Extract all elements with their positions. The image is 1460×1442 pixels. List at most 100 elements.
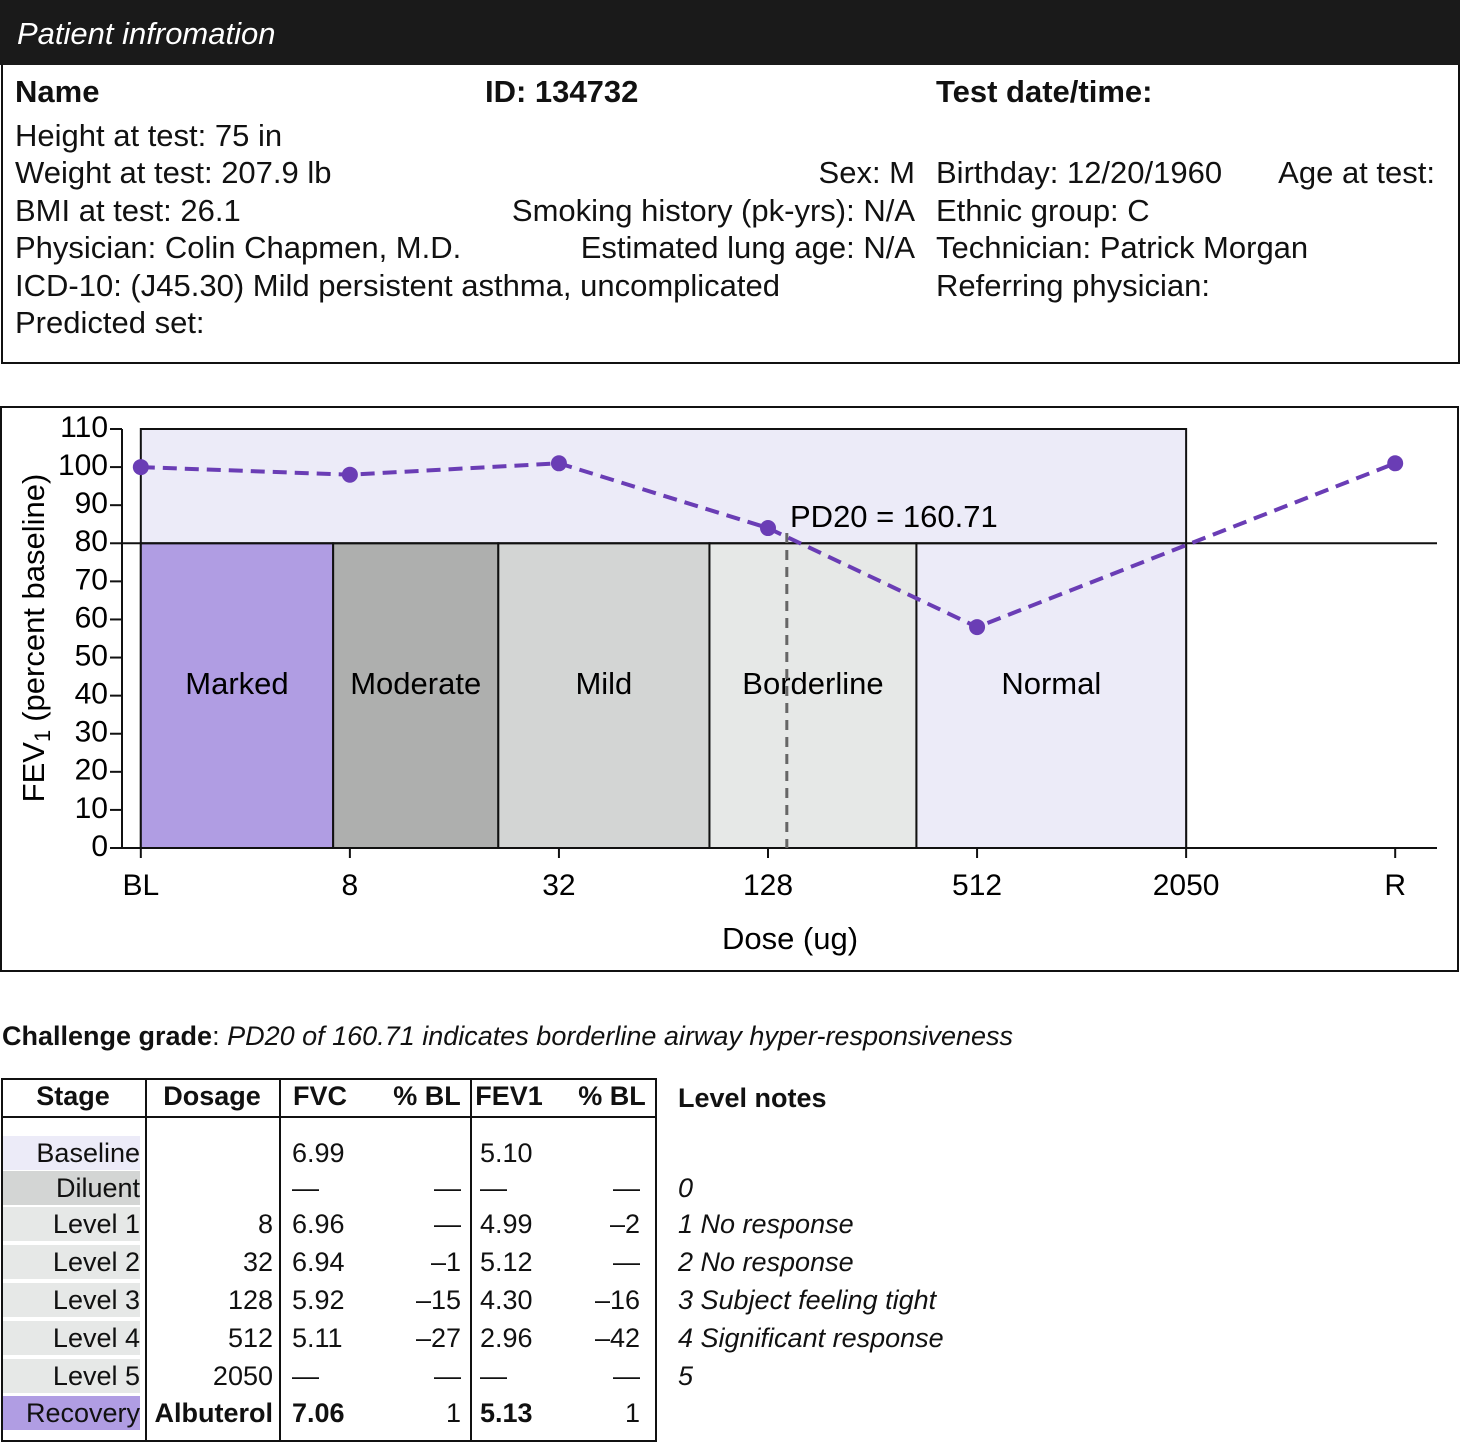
info-text: Ethnic group: C [936,193,1150,228]
grade-label: Challenge grade [2,1021,213,1051]
level-note: 4 Significant response [678,1323,944,1353]
info-text: Weight at test: 207.9 lb [15,155,332,190]
column-header: Stage [36,1081,110,1111]
table-cell: 32 [242,1247,273,1277]
zone [139,542,335,849]
zone-label: Normal [1001,666,1101,701]
table-cell: 8 [257,1209,273,1239]
table-cell: 4.30 [480,1285,533,1315]
y-axis-label-main: FEV [16,742,51,803]
y-tick-label: 0 [91,830,108,863]
data-point [969,619,986,636]
x-tick-label: 8 [342,869,359,902]
column-header: % BL [578,1081,646,1111]
y-tick-label: 20 [75,754,108,787]
data-point [550,455,567,472]
info-text: Technician: Patrick Morgan [936,230,1309,265]
level-note: 3 Subject feeling tight [678,1285,937,1315]
y-tick-label: 50 [75,639,108,672]
y-tick-label: 60 [75,601,108,634]
table-cell: — [613,1247,640,1277]
table-cell: 5.13 [480,1398,533,1428]
header-title: Patient infromation [17,16,276,51]
pd20-label: PD20 = 160.71 [790,499,998,534]
y-tick-label: 10 [75,792,108,825]
table-cell: — [292,1361,319,1391]
y-tick-label: 100 [58,449,108,482]
header-rule [1,1116,655,1118]
level-note: 5 [678,1361,694,1391]
info-text: ID: 134732 [485,74,639,109]
zone [708,542,918,849]
table-cell: — [480,1361,507,1391]
table-cell: 4.99 [480,1209,533,1239]
data-point [1387,455,1404,472]
zone-label: Marked [185,666,288,701]
x-tick-label: BL [122,869,159,902]
table-cell: Albuterol [154,1398,274,1428]
y-axis-label-sub: 1 [30,730,55,742]
table-cell: –2 [609,1209,640,1239]
x-tick-label: 512 [952,869,1002,902]
info-text: Name [15,74,100,109]
stage-cell: Diluent [55,1173,140,1203]
zone-label: Mild [575,666,632,701]
table-cell: — [434,1209,461,1239]
table-cell: — [434,1361,461,1391]
stage-cell: Level 3 [52,1285,140,1315]
table-cell: 7.06 [292,1398,345,1428]
column-header: % BL [393,1081,461,1111]
info-text: Physician: Colin Chapmen, M.D. [15,230,462,265]
info-text: Predicted set: [15,305,205,340]
info-text: Sex: M [818,155,915,190]
column-rule [145,1078,147,1440]
info-text: Smoking history (pk-yrs): N/A [511,193,915,228]
stage-shade [1,1321,140,1355]
data-point [760,520,777,537]
stage-cell: Baseline [36,1138,140,1168]
grade-text: PD20 of 160.71 indicates borderline airw… [227,1021,1014,1051]
table-cell: 5.12 [480,1247,533,1277]
table-cell: –1 [430,1247,461,1277]
notes-header: Level notes [678,1083,827,1113]
table-cell: 2.96 [480,1323,533,1353]
x-tick-label: 32 [542,869,575,902]
info-text: Age at test: [1278,155,1435,190]
column-header: FVC [293,1081,347,1111]
table-cell: 512 [227,1323,273,1353]
stage-shade [1,1136,140,1170]
x-tick-label: 128 [743,869,793,902]
table-cell: 5.10 [480,1138,533,1168]
y-tick-label: 80 [75,525,108,558]
y-tick-label: 90 [75,487,108,520]
table-cell: — [613,1361,640,1391]
data-point [132,459,149,476]
grade-line: Challenge grade: PD20 of 160.71 indicate… [2,1020,1013,1052]
table-cell: 128 [227,1285,273,1315]
info-text: BMI at test: 26.1 [15,193,241,228]
stage-shade [1,1283,140,1317]
zone-label: Borderline [742,666,883,701]
info-text: ICD-10: (J45.30) Mild persistent asthma,… [15,268,780,303]
table-cell: –42 [594,1323,640,1353]
y-tick-label: 70 [75,563,108,596]
column-rule [470,1078,472,1440]
table-cell: 1 [445,1398,461,1428]
stage-cell: Level 2 [52,1247,140,1277]
zone-label: Moderate [350,666,481,701]
table-cell: — [613,1173,640,1203]
x-axis-label: Dose (ug) [722,921,858,956]
y-tick-label: 30 [75,716,108,749]
info-text: Estimated lung age: N/A [580,230,915,265]
stage-shade [1,1171,140,1205]
table-cell: — [292,1173,319,1203]
stage-cell: Level 5 [52,1361,140,1391]
level-note: 2 No response [678,1247,854,1277]
table-cell: –15 [415,1285,461,1315]
stage-cell: Level 1 [52,1209,140,1239]
stage-shade [1,1396,140,1430]
info-text: Birthday: 12/20/1960 [936,155,1223,190]
column-rule [279,1078,281,1440]
stage-shade [1,1359,140,1393]
